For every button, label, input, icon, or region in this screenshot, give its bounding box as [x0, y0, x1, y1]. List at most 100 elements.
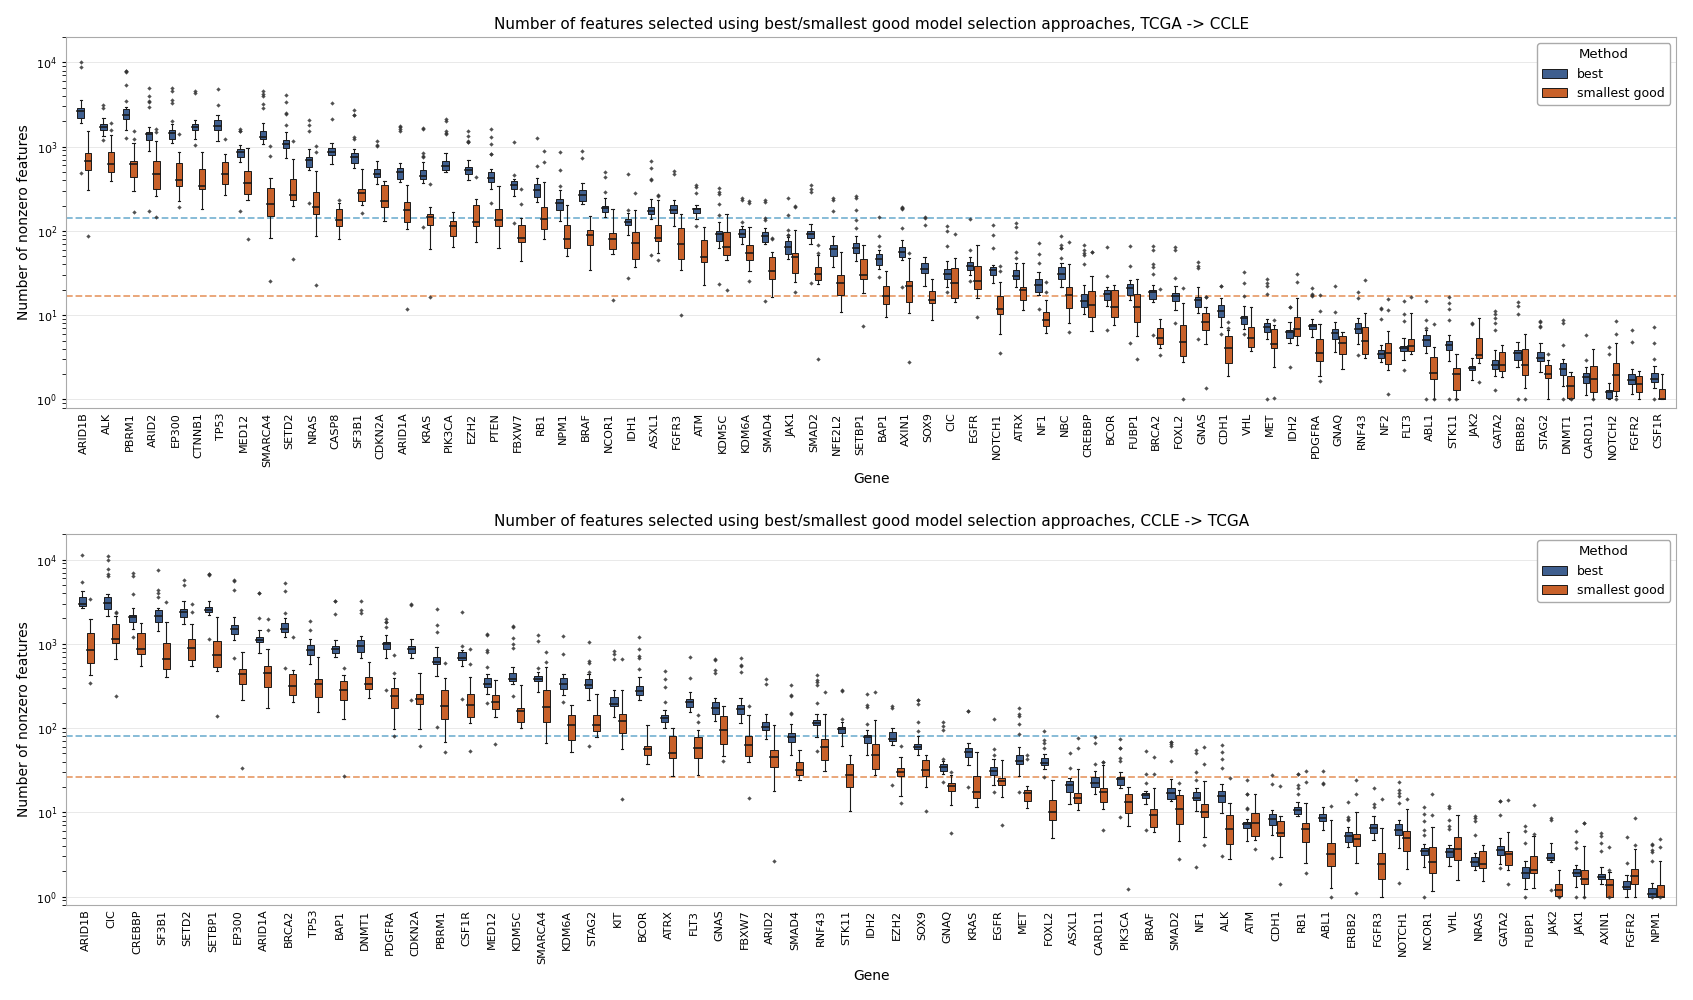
- Bar: [1420, 848, 1427, 855]
- Bar: [1126, 284, 1133, 295]
- Bar: [821, 739, 828, 760]
- Bar: [997, 296, 1004, 314]
- Bar: [1556, 884, 1563, 896]
- Bar: [1251, 813, 1258, 836]
- Bar: [1195, 297, 1202, 307]
- Bar: [603, 206, 608, 212]
- Bar: [677, 228, 684, 259]
- Bar: [1043, 312, 1050, 326]
- Bar: [1050, 800, 1056, 820]
- Bar: [1200, 804, 1207, 817]
- Bar: [188, 639, 195, 660]
- Bar: [213, 641, 220, 667]
- Title: Number of features selected using best/smallest good model selection approaches,: Number of features selected using best/s…: [494, 17, 1249, 32]
- Bar: [433, 657, 440, 664]
- Bar: [1656, 885, 1664, 897]
- Bar: [669, 736, 676, 758]
- Bar: [1470, 366, 1475, 370]
- Bar: [222, 162, 229, 184]
- Bar: [1317, 339, 1322, 361]
- Bar: [990, 767, 997, 775]
- Bar: [808, 231, 814, 238]
- Bar: [736, 705, 745, 714]
- Bar: [1226, 336, 1231, 363]
- Bar: [198, 169, 205, 189]
- Bar: [1446, 341, 1453, 350]
- Bar: [1649, 888, 1656, 897]
- Bar: [340, 681, 347, 700]
- Y-axis label: Number of nonzero features: Number of nonzero features: [17, 622, 30, 817]
- Bar: [86, 633, 93, 663]
- Bar: [1515, 350, 1520, 360]
- Bar: [1263, 323, 1270, 332]
- Bar: [130, 161, 137, 177]
- Bar: [846, 764, 853, 787]
- Bar: [1271, 329, 1277, 348]
- Bar: [518, 225, 525, 242]
- Bar: [1319, 814, 1326, 821]
- Bar: [1134, 294, 1141, 322]
- Bar: [396, 168, 403, 179]
- Bar: [1344, 832, 1351, 842]
- Bar: [564, 225, 571, 248]
- Bar: [694, 208, 699, 213]
- Bar: [152, 161, 159, 189]
- Bar: [261, 131, 266, 139]
- Bar: [906, 281, 913, 302]
- Bar: [1217, 791, 1226, 802]
- Bar: [625, 219, 631, 225]
- Bar: [416, 694, 423, 704]
- Bar: [391, 688, 398, 708]
- Bar: [1581, 870, 1588, 884]
- Bar: [420, 170, 427, 179]
- Bar: [1607, 879, 1613, 897]
- Bar: [694, 737, 701, 758]
- Bar: [1293, 317, 1300, 336]
- Bar: [239, 669, 245, 684]
- Bar: [1407, 339, 1414, 351]
- Bar: [1492, 360, 1498, 369]
- Bar: [1111, 290, 1117, 317]
- Bar: [366, 677, 372, 689]
- Bar: [784, 241, 791, 254]
- Legend: best, smallest good: best, smallest good: [1537, 43, 1669, 105]
- Bar: [1629, 374, 1635, 384]
- Bar: [466, 167, 472, 174]
- Bar: [1150, 290, 1156, 299]
- Bar: [923, 760, 929, 776]
- Bar: [108, 152, 113, 172]
- Bar: [973, 776, 980, 798]
- Bar: [1168, 788, 1175, 799]
- Bar: [85, 153, 91, 170]
- Bar: [1241, 316, 1248, 324]
- Bar: [78, 597, 86, 606]
- Bar: [655, 225, 662, 241]
- Bar: [179, 609, 188, 617]
- Bar: [283, 140, 290, 148]
- Bar: [205, 607, 212, 612]
- Bar: [889, 732, 896, 741]
- Bar: [1243, 822, 1251, 828]
- Bar: [711, 702, 720, 714]
- Bar: [1099, 788, 1107, 802]
- Bar: [1175, 795, 1183, 824]
- Bar: [965, 748, 972, 757]
- Legend: best, smallest good: best, smallest good: [1537, 540, 1669, 602]
- Bar: [374, 169, 381, 177]
- Bar: [1370, 824, 1376, 833]
- Bar: [1522, 349, 1529, 375]
- Bar: [154, 610, 163, 622]
- Bar: [511, 181, 516, 189]
- Bar: [660, 715, 669, 722]
- Bar: [256, 637, 262, 642]
- Bar: [535, 676, 542, 681]
- Bar: [567, 715, 576, 740]
- Bar: [860, 259, 867, 279]
- Bar: [618, 714, 626, 733]
- Bar: [787, 733, 794, 742]
- Bar: [1471, 857, 1478, 866]
- Bar: [770, 750, 777, 767]
- Bar: [305, 157, 312, 167]
- Bar: [1547, 853, 1554, 860]
- Bar: [863, 735, 870, 743]
